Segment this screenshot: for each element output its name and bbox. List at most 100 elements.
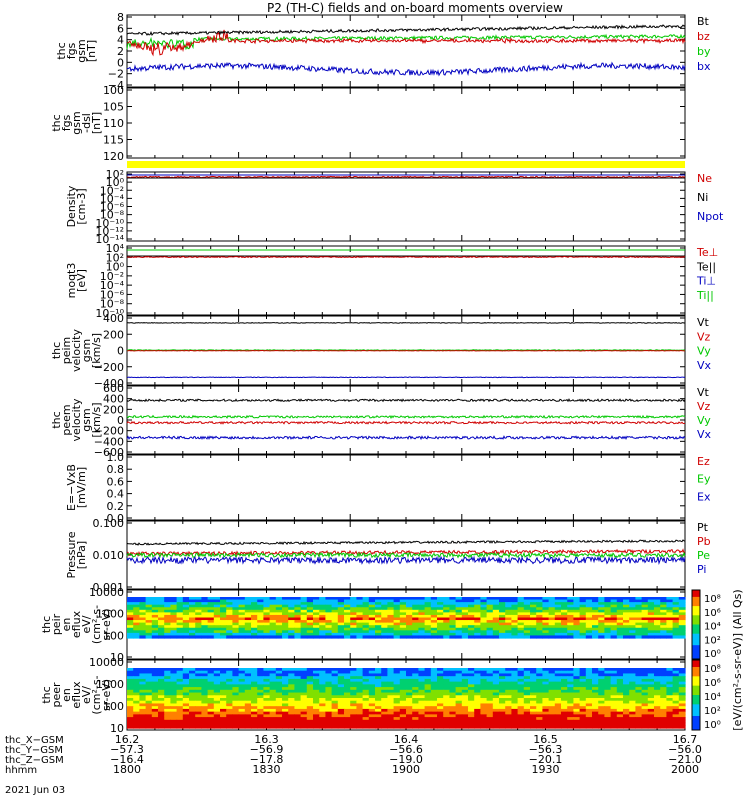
ylabel-line: velocity xyxy=(70,398,83,441)
ylabel-line: [nPa] xyxy=(75,541,88,569)
ytick-label: 10⁴ xyxy=(106,242,125,255)
ylabel-line: en xyxy=(60,618,73,632)
ylabel-line: [eV] xyxy=(75,269,88,292)
xaxis-row-label: hhmm xyxy=(5,765,37,776)
legend-Ti⊥: Ti⊥ xyxy=(696,275,716,288)
yellow-band xyxy=(127,161,685,168)
ylabel-line: peer xyxy=(50,682,63,708)
ytick-label: 1000 xyxy=(96,678,124,691)
ytick-label: 10 xyxy=(110,722,124,735)
legend-Ez: Ez xyxy=(697,455,710,468)
ytick-label: 0.010 xyxy=(93,549,125,562)
spectrogram-peer xyxy=(127,668,686,729)
series-Pe xyxy=(126,551,686,559)
ytick-label: 120 xyxy=(103,150,124,163)
ytick-label: 10⁻¹⁰ xyxy=(95,217,124,230)
colorbar-tick: 10⁸ xyxy=(704,594,721,605)
colorbar-label: [eV/(cm²-s-sr-eV)] (All Qs) xyxy=(731,589,744,730)
ytick-label: −400 xyxy=(94,377,124,390)
colorbar-tick: 10⁶ xyxy=(704,608,721,619)
legend-Ni: Ni xyxy=(697,191,708,204)
xaxis-row-label: thc_X−GSM xyxy=(5,735,64,746)
ytick-label: −2 xyxy=(108,68,124,81)
xaxis-value: 2000 xyxy=(671,763,699,776)
ytick-label: −600 xyxy=(94,446,124,459)
ytick-label: 0.100 xyxy=(93,517,125,530)
ytick-label: 8 xyxy=(117,11,124,24)
legend-by: by xyxy=(697,45,711,58)
ytick-label: 10² xyxy=(106,168,124,181)
chart-title: P2 (TH-C) fields and on-board moments ov… xyxy=(267,1,563,15)
ylabel-line: [nT] xyxy=(85,40,98,62)
ylabel-line: thc xyxy=(40,686,53,703)
ylabel-line: sr-eV) xyxy=(100,608,113,640)
ylabel-line: thc xyxy=(50,342,63,359)
ylabel-line: peim xyxy=(60,337,73,365)
ylabel-line: -dsl xyxy=(80,113,93,133)
xtick-label: 16.2 xyxy=(115,733,140,746)
date-label: 2021 Jun 03 xyxy=(5,785,65,796)
panel-temp: moqt3[eV] xyxy=(65,245,686,316)
ytick-label: 10² xyxy=(106,251,124,264)
cb-peer xyxy=(691,659,701,731)
series-Vz xyxy=(126,420,686,425)
ytick-label: 6 xyxy=(117,22,124,35)
ytick-label: 0.4 xyxy=(107,488,125,501)
ytick-label: 110 xyxy=(103,117,124,130)
legend-Vt: Vt xyxy=(697,316,710,329)
ylabel-line: peem xyxy=(60,404,73,435)
series-Vt xyxy=(126,322,686,324)
legend-bx: bx xyxy=(697,60,711,73)
ylabel-line: eV/ xyxy=(80,686,93,704)
legend-Ti||: Ti|| xyxy=(696,289,714,302)
xaxis-value: −21.0 xyxy=(668,753,702,766)
legend-Pe: Pe xyxy=(697,549,710,562)
legend-Pi: Pi xyxy=(697,563,706,576)
ytick-label: −200 xyxy=(94,425,124,438)
ytick-label: 600 xyxy=(103,382,124,395)
ytick-label: 10⁰ xyxy=(106,176,125,189)
colorbar-tick: 10⁰ xyxy=(704,649,721,660)
xaxis-value: −19.0 xyxy=(389,753,423,766)
legend-Npot: Npot xyxy=(697,210,724,223)
series-Bt xyxy=(126,24,686,36)
xaxis-value: −17.8 xyxy=(250,753,284,766)
legend-Vy: Vy xyxy=(697,345,711,358)
legend-Vx: Vx xyxy=(697,428,712,441)
ylabel-line: (cm²-s- xyxy=(90,675,103,714)
series-Ne xyxy=(127,175,686,179)
series-Teperp xyxy=(126,255,685,259)
ytick-label: 400 xyxy=(103,312,124,325)
ytick-label: 10⁻⁸ xyxy=(100,209,125,222)
legend-Pb: Pb xyxy=(697,535,711,548)
xaxis-value: 1900 xyxy=(392,763,420,776)
ytick-label: 0.001 xyxy=(93,581,125,594)
ytick-label: 10⁻⁴ xyxy=(100,279,125,292)
ytick-label: −4 xyxy=(108,79,124,92)
ylabel-line: thc xyxy=(40,616,53,633)
ylabel-line: thc xyxy=(50,411,63,428)
ytick-label: 10⁻⁸ xyxy=(100,298,125,311)
ytick-label: 2 xyxy=(117,45,124,58)
xtick-label: 16.7 xyxy=(673,733,698,746)
ytick-label: −400 xyxy=(94,435,124,448)
panel-density: Density[cm-3] xyxy=(65,171,686,242)
ytick-label: 10⁻¹⁴ xyxy=(95,233,124,246)
ytick-label: 10⁻² xyxy=(100,184,124,197)
ylabel-line: Pressure xyxy=(65,531,78,578)
ytick-label: 0.8 xyxy=(107,463,125,476)
series-Vy xyxy=(126,414,686,419)
series-Vt xyxy=(126,398,686,403)
cb-peir xyxy=(691,589,701,660)
series-Vx xyxy=(126,435,686,441)
ytick-label: 0 xyxy=(117,56,124,69)
ytick-label: 100 xyxy=(103,84,124,97)
legend-Vx: Vx xyxy=(697,359,712,372)
ylabel-line: gsm xyxy=(80,408,93,431)
series-Pt xyxy=(126,539,686,546)
ytick-label: 105 xyxy=(103,101,124,114)
colorbar-tick: 10² xyxy=(704,635,721,646)
legend-Vz: Vz xyxy=(697,400,711,413)
ytick-label: 115 xyxy=(103,134,124,147)
